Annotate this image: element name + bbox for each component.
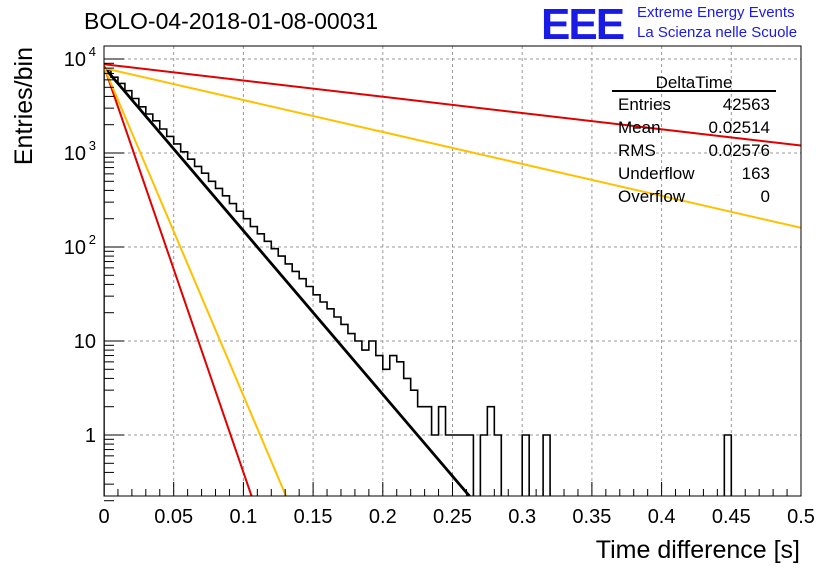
plot-title: BOLO-04-2018-01-08-00031 — [84, 8, 379, 34]
stats-value-underflow: 163 — [742, 164, 770, 183]
y-tick-label: 1 — [85, 425, 96, 447]
x-tick-label: 0.05 — [154, 506, 193, 528]
fit-line-orange-lower — [104, 66, 288, 496]
y-axis-label: Entries/bin — [10, 47, 38, 165]
fit-line-red-upper — [104, 63, 801, 147]
x-tick-label: 0.4 — [648, 506, 676, 528]
logo-line-2: La Scienza nelle Scuole — [637, 24, 798, 41]
y-tick-exponent: 3 — [89, 138, 96, 153]
x-tick-label: 0 — [98, 506, 109, 528]
grid-lines — [104, 46, 801, 496]
fit-curves — [104, 63, 801, 496]
stats-label-underflow: Underflow — [618, 164, 695, 183]
y-tick-exponent: 2 — [89, 232, 96, 247]
fit-line-orange-upper — [104, 67, 801, 229]
stats-value-overflow: 0 — [761, 187, 770, 206]
stats-label-overflow: Overflow — [618, 187, 686, 206]
histogram-bars — [104, 69, 733, 496]
stats-value-rms: 0.02576 — [709, 141, 770, 160]
stats-label-entries: Entries — [618, 95, 671, 114]
y-tick-label: 10 — [64, 143, 86, 165]
stats-value-mean: 0.02514 — [709, 118, 770, 137]
logo-line-1: Extreme Energy Events — [637, 4, 795, 21]
x-tick-label: 0.5 — [787, 506, 815, 528]
y-tick-label: 10 — [64, 49, 86, 71]
fit-line-red-lower — [104, 65, 253, 496]
x-tick-label: 0.25 — [433, 506, 472, 528]
x-tick-label: 0.2 — [369, 506, 397, 528]
eee-logo: EEE — [541, 0, 625, 49]
fit-line-fit — [104, 66, 472, 496]
y-tick-label: 10 — [74, 331, 96, 353]
y-tick-exponent: 4 — [89, 44, 96, 59]
histogram-outline — [104, 69, 733, 496]
x-tick-label: 0.3 — [508, 506, 536, 528]
stats-label-rms: RMS — [618, 141, 656, 160]
x-tick-label: 0.1 — [229, 506, 257, 528]
x-axis-label: Time difference [s] — [596, 536, 800, 564]
stats-label-mean: Mean — [618, 118, 661, 137]
stats-value-entries: 42563 — [723, 95, 770, 114]
x-tick-label: 0.35 — [572, 506, 611, 528]
x-tick-label: 0.15 — [294, 506, 333, 528]
x-tick-label: 0.45 — [712, 506, 751, 528]
y-tick-label: 10 — [64, 237, 86, 259]
axes: 0 0.05 0.1 0.15 0.2 0.25 0.3 0.35 0.4 0.45 0.5 1 10 1… — [64, 44, 815, 528]
stats-box: DeltaTime Entries 42563 Mean 0.02514 RMS… — [612, 73, 776, 206]
stats-name: DeltaTime — [656, 73, 733, 92]
